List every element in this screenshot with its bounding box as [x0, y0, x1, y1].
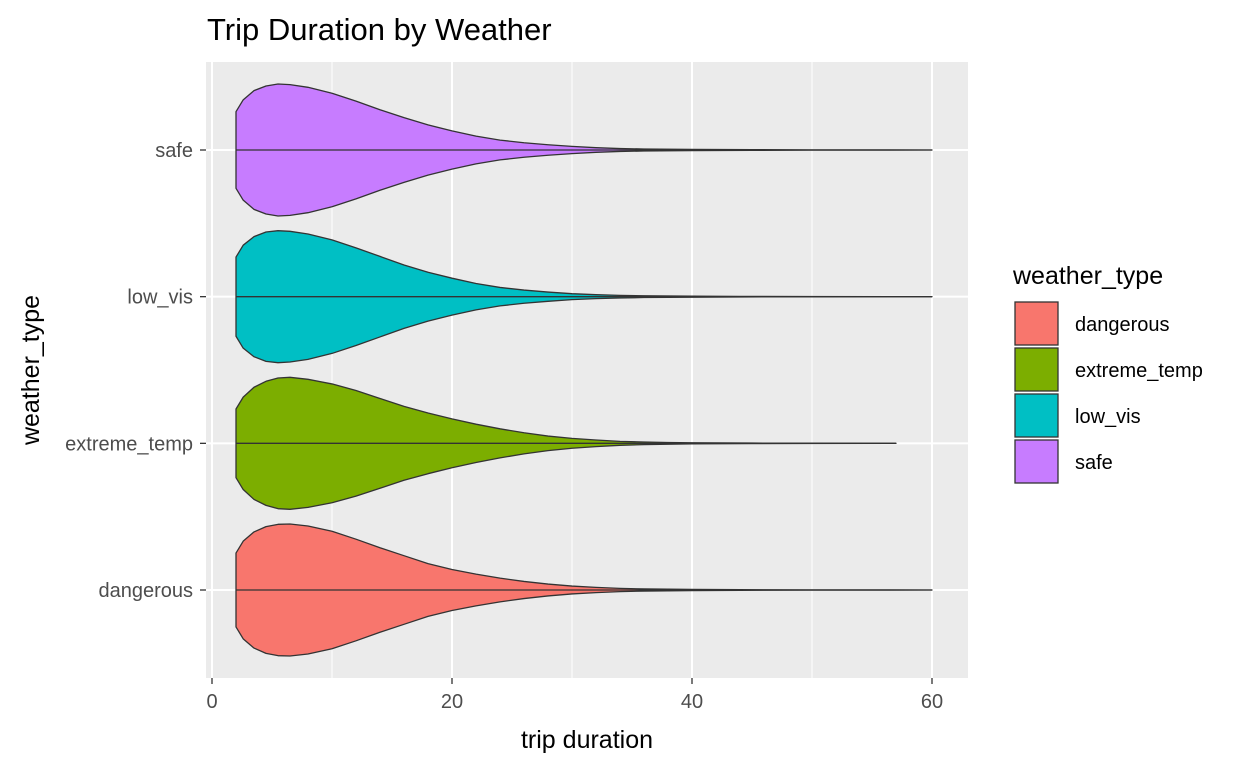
legend-title: weather_type — [1012, 262, 1163, 290]
violins-layer — [235, 83, 933, 657]
x-axis-title: trip duration — [521, 726, 653, 754]
y-tick-label-safe: safe — [155, 140, 193, 162]
chart-title: Trip Duration by Weather — [207, 12, 552, 47]
y-tick-label-extreme-temp: extreme_temp — [65, 433, 193, 455]
legend-label-extreme-temp: extreme_temp — [1075, 360, 1203, 382]
x-axis: 0 20 40 60 — [206, 678, 943, 713]
x-tick-label: 60 — [921, 691, 943, 713]
legend-swatch-safe — [1014, 439, 1059, 484]
y-axis-title: weather_type — [17, 295, 45, 446]
y-tick-label-dangerous: dangerous — [98, 580, 193, 602]
x-tick-label: 0 — [206, 691, 217, 713]
x-tick-label: 20 — [441, 691, 463, 713]
legend-label-safe: safe — [1075, 452, 1113, 474]
legend-label-dangerous: dangerous — [1075, 314, 1170, 336]
legend-label-low-vis: low_vis — [1075, 406, 1141, 428]
legend-swatch-low-vis — [1014, 393, 1059, 438]
y-axis: dangerous extreme_temp low_vis safe — [65, 140, 206, 602]
legend: weather_type dangerous extreme_temp low_vi… — [1012, 262, 1203, 484]
legend-swatch-extreme-temp — [1014, 347, 1059, 392]
legend-swatch-dangerous — [1014, 301, 1059, 346]
y-tick-label-low-vis: low_vis — [127, 287, 193, 309]
x-tick-label: 40 — [681, 691, 703, 713]
